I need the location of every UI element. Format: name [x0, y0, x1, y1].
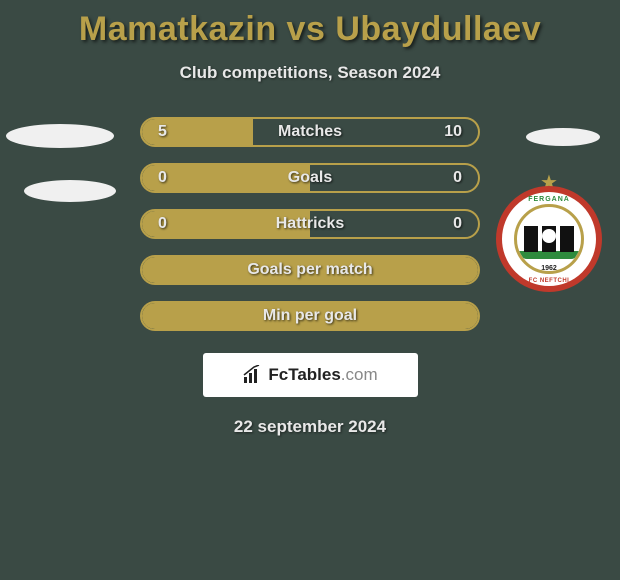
page-title: Mamatkazin vs Ubaydullaev	[0, 0, 620, 49]
stat-bar: 5Matches10	[140, 117, 480, 147]
stat-right-value: 0	[453, 169, 462, 187]
player-photo-placeholder-right	[526, 128, 600, 146]
stat-bar: 0Goals0	[140, 163, 480, 193]
badge-top-text: FERGANA	[528, 196, 570, 203]
stat-label: Matches	[142, 123, 478, 141]
stat-label: Min per goal	[142, 307, 478, 325]
subtitle: Club competitions, Season 2024	[0, 63, 620, 83]
brand-logo: FcTables.com	[203, 353, 418, 397]
date-text: 22 september 2024	[0, 417, 620, 437]
stat-bar: Min per goal	[140, 301, 480, 331]
stat-label: Goals per match	[142, 261, 478, 279]
club-badge: ★ FERGANA 1962 FC NEFTCHI	[496, 176, 602, 288]
stat-bar: Goals per match	[140, 255, 480, 285]
stat-bar: 0Hattricks0	[140, 209, 480, 239]
stat-right-value: 10	[444, 123, 462, 141]
player-photo-placeholder-left-1	[6, 124, 114, 148]
chart-icon	[242, 365, 262, 385]
badge-year: 1962	[541, 265, 557, 272]
brand-text: FcTables.com	[268, 365, 377, 385]
player-photo-placeholder-left-2	[24, 180, 116, 202]
stat-right-value: 0	[453, 215, 462, 233]
stat-label: Hattricks	[142, 215, 478, 233]
badge-bottom-text: FC NEFTCHI	[529, 278, 570, 284]
stat-label: Goals	[142, 169, 478, 187]
